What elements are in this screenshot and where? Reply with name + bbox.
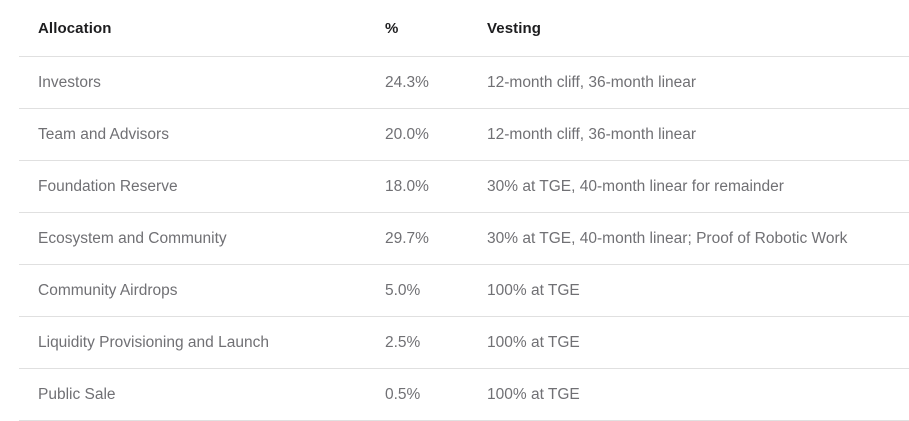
vesting-cell: 30% at TGE, 40-month linear for remainde… (487, 160, 909, 213)
vesting-cell: 100% at TGE (487, 264, 909, 317)
vesting-cell: 30% at TGE, 40-month linear; Proof of Ro… (487, 212, 909, 265)
percent-cell: 18.0% (385, 160, 487, 213)
allocation-cell: Liquidity Provisioning and Launch (19, 316, 385, 369)
percent-cell: 0.5% (385, 368, 487, 421)
column-header-percent: % (385, 0, 487, 57)
table-row: Community Airdrops 5.0% 100% at TGE (19, 264, 909, 317)
percent-cell: 24.3% (385, 56, 487, 109)
vesting-cell: 100% at TGE (487, 368, 909, 421)
table-row: Ecosystem and Community 29.7% 30% at TGE… (19, 212, 909, 265)
allocation-cell: Foundation Reserve (19, 160, 385, 213)
table-row: Team and Advisors 20.0% 12-month cliff, … (19, 108, 909, 161)
table-header: Allocation % Vesting (19, 0, 909, 57)
percent-cell: 29.7% (385, 212, 487, 265)
vesting-cell: 12-month cliff, 36-month linear (487, 108, 909, 161)
table-row: Foundation Reserve 18.0% 30% at TGE, 40-… (19, 160, 909, 213)
allocation-cell: Investors (19, 56, 385, 109)
table-body: Investors 24.3% 12-month cliff, 36-month… (19, 56, 909, 421)
vesting-cell: 100% at TGE (487, 316, 909, 369)
table-row: Liquidity Provisioning and Launch 2.5% 1… (19, 316, 909, 369)
vesting-cell: 12-month cliff, 36-month linear (487, 56, 909, 109)
column-header-vesting: Vesting (487, 0, 909, 57)
allocation-table: Allocation % Vesting Investors 24.3% 12-… (19, 0, 909, 421)
table-row: Public Sale 0.5% 100% at TGE (19, 368, 909, 421)
percent-cell: 5.0% (385, 264, 487, 317)
table-row: Investors 24.3% 12-month cliff, 36-month… (19, 56, 909, 109)
allocation-cell: Team and Advisors (19, 108, 385, 161)
percent-cell: 20.0% (385, 108, 487, 161)
allocation-cell: Ecosystem and Community (19, 212, 385, 265)
column-header-allocation: Allocation (19, 0, 385, 57)
percent-cell: 2.5% (385, 316, 487, 369)
header-row: Allocation % Vesting (19, 0, 909, 57)
allocation-cell: Community Airdrops (19, 264, 385, 317)
allocation-cell: Public Sale (19, 368, 385, 421)
